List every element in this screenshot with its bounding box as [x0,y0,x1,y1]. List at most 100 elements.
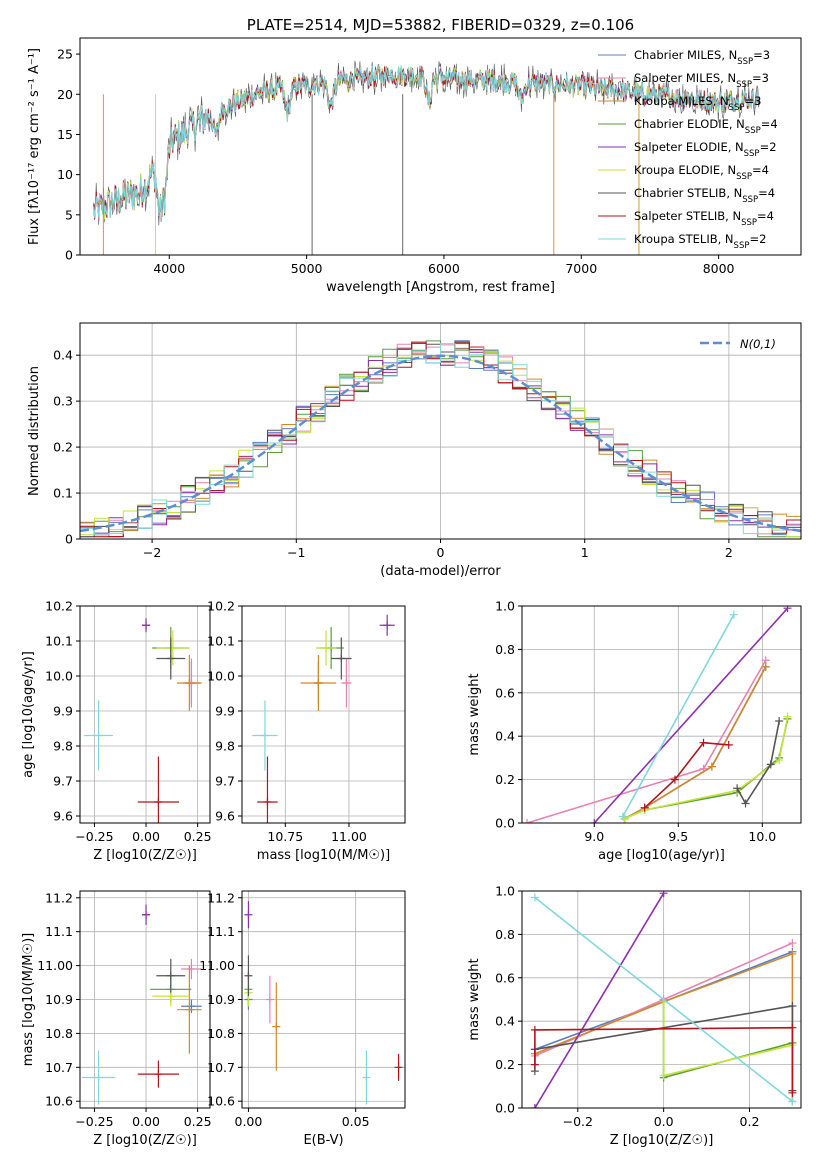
x-tick-label: 0 [437,545,445,560]
series-line-kroupa-stelib [622,614,735,817]
y-tick-label: 9.8 [215,739,235,754]
x-tick-label: 1 [581,545,589,560]
axes-frame [79,605,211,824]
y-tick-label: 0.2 [495,1057,515,1072]
x-tick-label: 6000 [428,261,460,276]
axes-frame [79,37,802,256]
y-tick-label: 11.1 [45,924,73,939]
axes-frame [241,890,406,1109]
y-tick-label: 0.6 [495,685,515,700]
plot-area [93,60,760,255]
x-tick-label: 9.5 [668,829,688,844]
x-tick-label: 0.00 [132,829,160,844]
legend-subscript: SSP [741,218,757,228]
y-tick-label: 10.6 [207,1094,235,1109]
y-tick-label: 11.2 [207,890,235,905]
y-tick-label: 9.9 [215,704,235,719]
series-marker-salpeter-elodie [530,1104,539,1108]
y-tick-label: 11.2 [45,890,73,905]
series-marker-kroupa-stelib [729,610,738,619]
chart-title: PLATE=2514, MJD=53882, FIBERID=0329, z=0… [247,16,634,34]
point-kroupa-elodie [168,644,177,652]
series-line-kroupa-stelib [534,896,793,1103]
y-tick-label: 11.00 [37,958,73,973]
series-marker-salpeter-miles [523,819,532,823]
y-tick-label: 0.8 [495,927,515,942]
point-salpeter-miles [265,995,274,1004]
histogram-kroupa-stelib [80,343,801,536]
x-axis-label: wavelength [Angstrom, rest frame] [326,280,555,295]
point-kroupa-miles [185,1005,194,1014]
y-tick-label: 10.2 [207,599,235,614]
y-tick-label: 0.6 [495,970,515,985]
series-line-chabrier-stelib [736,720,780,806]
x-tick-label: −0.25 [75,1114,113,1129]
series-line-salpeter-stelib [534,1026,794,1093]
x-tick-label: 8000 [703,261,735,276]
y-tick-label: 11.1 [207,924,235,939]
normal-curve [80,354,801,533]
axes-frame [521,605,802,824]
series-marker-kroupa-elodie [775,756,784,765]
legend-value: =2 [749,232,766,246]
legend-value: =3 [744,94,761,108]
plot-area [244,901,403,1105]
y-tick-label: 0.4 [495,1014,515,1029]
x-tick-label: 0.25 [184,829,212,844]
panel-residuals: −2 −1 0 1 2 0 0.1 0.2 0.3 0.4 (data-model)/error No… [27,322,802,579]
point-kroupa-stelib [260,731,269,740]
point-kroupa-stelib [94,731,103,740]
x-tick-label: 10.75 [267,829,303,844]
x-tick-label: 5000 [291,261,323,276]
plot-area [530,891,797,1108]
point-kroupa-stelib [94,1073,103,1082]
legend-label-chabrier-elodie: Chabrier ELODIE, NSSP=4 [634,117,778,136]
y-axis-label: Normed distribution [27,366,42,496]
panel-weight-vs-z: −0.2 0.0 0.2 0.0 0.2 0.4 0.6 0.8 1.0 Z [log10(Z/Z… [467,884,802,1148]
point-chabrier-stelib [166,971,175,980]
series-marker-kroupa-stelib [618,812,627,821]
x-tick-label: 0.0 [654,1114,674,1129]
panel-mass-vs-ebv: 0.00 0.05 10.6 10.7 10.8 10.9 11.00 11.1 11.2 E(B… [199,890,406,1148]
series-marker-salpeter-stelib [788,1088,797,1097]
y-tick-label: 0.8 [495,642,515,657]
y-tick-label: 9.6 [53,809,73,824]
series-marker-kroupa-elodie [620,814,629,823]
y-axis-label: mass [log10(M/M☉)] [21,933,36,1066]
legend-subscript: SSP [745,126,761,136]
point-kroupa-miles [185,679,194,687]
series-marker-salpeter-stelib [640,803,649,812]
y-tick-label: 0.1 [53,486,73,501]
y-tick-label: 0.0 [495,1101,515,1116]
legend-label-normal: N(0,1) [740,337,776,351]
y-tick-label: 11.00 [199,958,235,973]
series-marker-kroupa-stelib [788,1097,797,1106]
point-chabrier-miles [187,1002,196,1011]
legend-value: =4 [758,186,775,200]
x-tick-label: 10.0 [748,829,776,844]
legend-subscript: SSP [734,241,750,251]
x-tick-label: 0.2 [740,1114,760,1129]
series-marker-salpeter-stelib [530,1025,539,1034]
series-marker-kroupa-miles [761,662,770,671]
x-tick-label: 0.05 [342,1114,370,1129]
legend-subscript: SSP [742,195,758,205]
point-salpeter-stelib [263,798,272,806]
series-marker-kroupa-elodie [783,712,792,721]
point-salpeter-miles [187,964,196,973]
point-salpeter-elodie [142,910,151,919]
spectrum-line-kroupa-stelib [93,64,760,222]
y-tick-label: 0.4 [53,348,73,363]
y-tick-label: 9.9 [53,704,73,719]
x-tick-label: −1 [287,545,305,560]
x-axis-label: E(B-V) [303,1133,343,1148]
x-axis-label: age [log10(age/yr)] [598,848,725,863]
point-kroupa-elodie [166,992,175,1001]
y-axis-label: Flux [fλ10⁻¹⁷ erg cm⁻² s⁻¹ A⁻¹] [27,48,42,245]
series-line-chabrier-miles [624,666,767,820]
point-salpeter-stelib [154,798,163,806]
legend-value: =4 [761,117,778,131]
point-kroupa-stelib [362,1073,371,1082]
